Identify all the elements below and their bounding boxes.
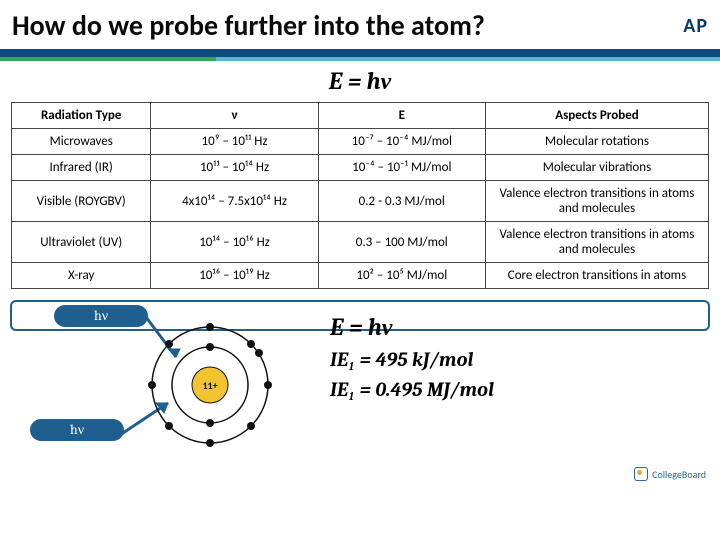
table-row: Microwaves 10⁹ – 10¹¹ Hz 10⁻⁷ – 10⁻⁴ MJ/…: [12, 129, 709, 155]
table-body: Microwaves 10⁹ – 10¹¹ Hz 10⁻⁷ – 10⁻⁴ MJ/…: [12, 129, 709, 289]
col-header-type: Radiation Type: [12, 103, 151, 129]
cell-nu: 10¹⁴ – 10¹⁶ Hz: [151, 222, 318, 263]
title-bar: How do we probe further into the atom? A…: [0, 0, 720, 49]
cell-e: 10² – 10⁵ MJ/mol: [318, 263, 485, 289]
table-wrapper: Radiation Type ν E Aspects Probed Microw…: [0, 102, 720, 289]
equation-e-hv-top: E = hν: [0, 57, 720, 102]
cell-type: X-ray: [12, 263, 151, 289]
lower-region: hν hν 11+ E = hν IE₁ = 495 kJ/mol IE₁ = …: [0, 299, 720, 489]
ap-logo: AP: [683, 14, 708, 38]
nucleus-label: 11+: [202, 379, 217, 392]
cell-aspect: Valence electron transitions in atoms an…: [485, 222, 708, 263]
collegeboard-logo: CollegeBoard: [634, 467, 706, 481]
table-header-row: Radiation Type ν E Aspects Probed: [12, 103, 709, 129]
radiation-table: Radiation Type ν E Aspects Probed Microw…: [11, 102, 709, 289]
cell-e: 0.2 - 0.3 MJ/mol: [318, 181, 485, 222]
cell-e: 10⁻⁷ – 10⁻⁴ MJ/mol: [318, 129, 485, 155]
table-row: Ultraviolet (UV) 10¹⁴ – 10¹⁶ Hz 0.3 – 10…: [12, 222, 709, 263]
collegeboard-icon: [634, 467, 648, 481]
cell-aspect: Core electron transitions in atoms: [485, 263, 708, 289]
cell-aspect: Valence electron transitions in atoms an…: [485, 181, 708, 222]
equation-e-hv: E = hν: [330, 313, 494, 342]
atom-diagram: 11+: [140, 315, 280, 455]
cell-nu: 10¹¹ – 10¹⁴ Hz: [151, 155, 318, 181]
col-header-aspects: Aspects Probed: [485, 103, 708, 129]
cell-aspect: Molecular rotations: [485, 129, 708, 155]
table-row: X-ray 10¹⁶ – 10¹⁹ Hz 10² – 10⁵ MJ/mol Co…: [12, 263, 709, 289]
cell-nu: 10¹⁶ – 10¹⁹ Hz: [151, 263, 318, 289]
page-title: How do we probe further into the atom?: [12, 8, 485, 43]
equation-ie1-kj: IE₁ = 495 kJ/mol: [330, 348, 494, 372]
cell-e: 0.3 – 100 MJ/mol: [318, 222, 485, 263]
equation-ie1-mj: IE₁ = 0.495 MJ/mol: [330, 378, 494, 402]
divider-band: [0, 49, 720, 57]
cell-type: Microwaves: [12, 129, 151, 155]
collegeboard-text: CollegeBoard: [652, 468, 706, 481]
cell-type: Ultraviolet (UV): [12, 222, 151, 263]
cell-type: Visible (ROYGBV): [12, 181, 151, 222]
table-row: Visible (ROYGBV) 4x10¹⁴ – 7.5x10¹⁴ Hz 0.…: [12, 181, 709, 222]
cell-type: Infrared (IR): [12, 155, 151, 181]
cell-nu: 4x10¹⁴ – 7.5x10¹⁴ Hz: [151, 181, 318, 222]
cell-e: 10⁻⁴ – 10⁻¹ MJ/mol: [318, 155, 485, 181]
cell-nu: 10⁹ – 10¹¹ Hz: [151, 129, 318, 155]
equation-stack: E = hν IE₁ = 495 kJ/mol IE₁ = 0.495 MJ/m…: [330, 313, 494, 408]
table-row: Infrared (IR) 10¹¹ – 10¹⁴ Hz 10⁻⁴ – 10⁻¹…: [12, 155, 709, 181]
cell-aspect: Molecular vibrations: [485, 155, 708, 181]
col-header-e: E: [318, 103, 485, 129]
col-header-nu: ν: [151, 103, 318, 129]
